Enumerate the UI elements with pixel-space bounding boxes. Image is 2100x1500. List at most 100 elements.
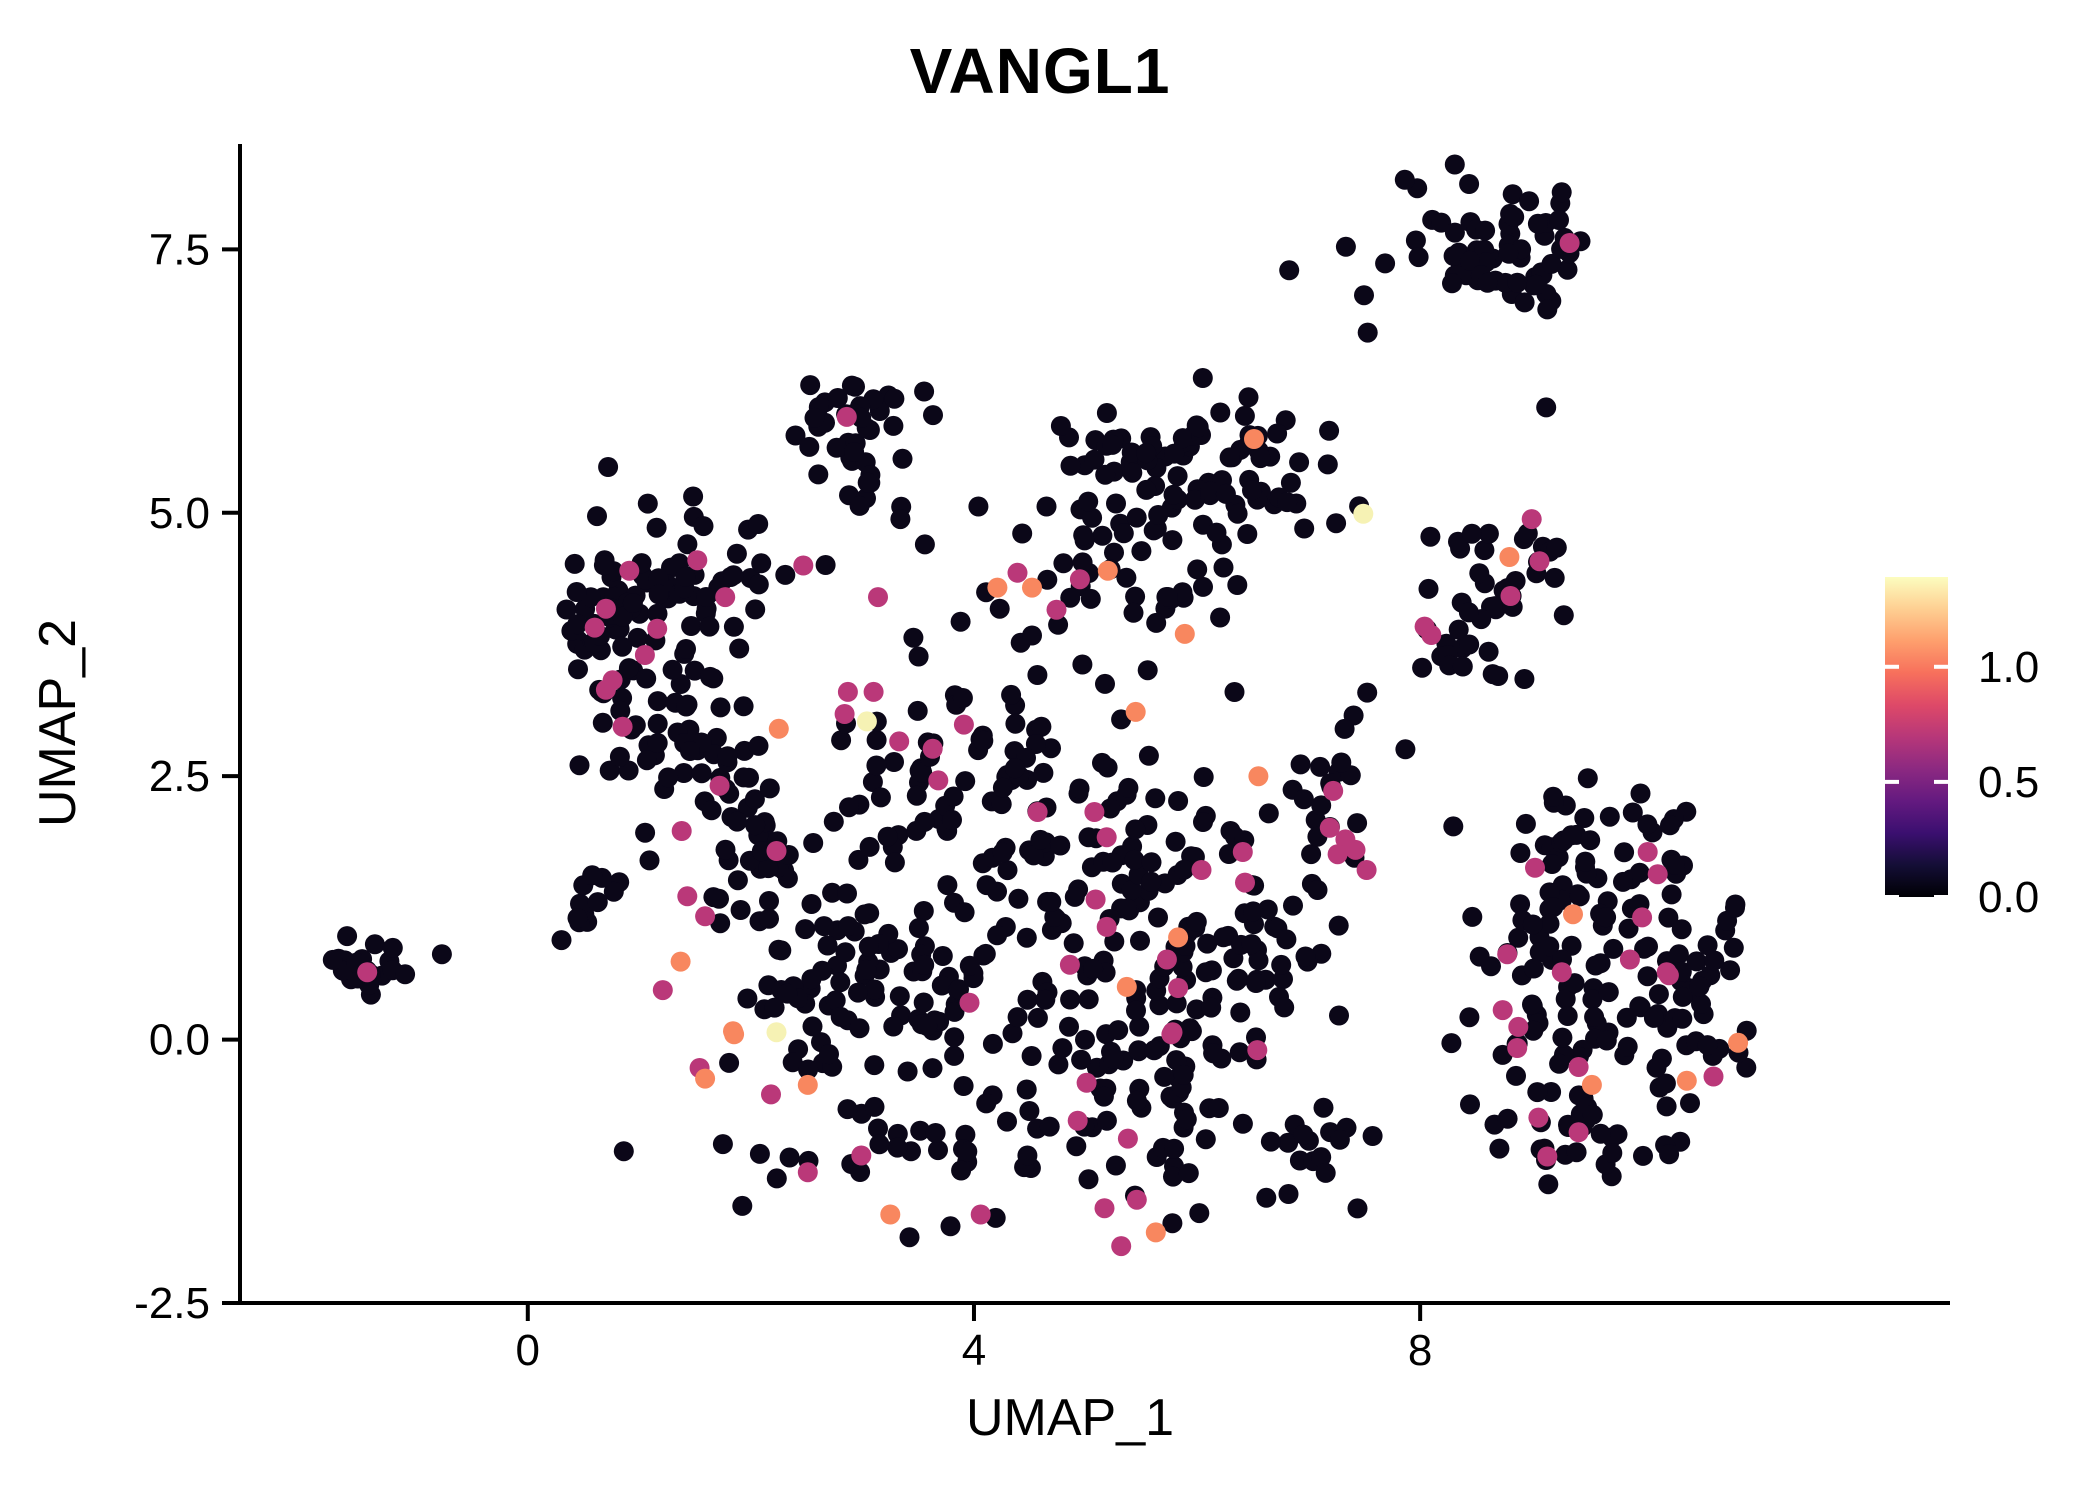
cell-point (1539, 936, 1560, 957)
cell-point (1174, 859, 1195, 880)
cell-point (1585, 955, 1606, 976)
cell-point (1294, 518, 1315, 539)
cell-point (1181, 1021, 1202, 1042)
cell-point (1295, 946, 1316, 967)
cell-point (1566, 1142, 1587, 1163)
cell-point (1655, 1073, 1676, 1094)
cell-point (1557, 1006, 1578, 1026)
cell-point-expressing (851, 1145, 872, 1166)
cell-point (693, 516, 714, 537)
cell-point-expressing (1097, 560, 1118, 581)
cell-point (1201, 997, 1222, 1018)
cell-point (1227, 503, 1248, 524)
cell-point-expressing (1529, 551, 1550, 572)
cell-point (1329, 1129, 1350, 1150)
cell-point (985, 1207, 1006, 1228)
cell-point (609, 746, 630, 767)
cell-point (759, 891, 779, 911)
cell-point (923, 405, 943, 426)
cell-point (1310, 756, 1331, 777)
cell-point (1008, 888, 1029, 909)
cell-point (944, 1001, 965, 1022)
cell-point (1197, 933, 1218, 954)
cell-point (1246, 973, 1266, 993)
cell-point (849, 1018, 870, 1039)
cell-point (647, 713, 668, 734)
cell-point (1658, 907, 1679, 928)
cell-point (1125, 586, 1146, 607)
cell-point (1664, 854, 1685, 875)
cell-point (1522, 994, 1542, 1015)
cell-point (1510, 894, 1531, 915)
cell-point (950, 611, 971, 632)
cell-point (908, 646, 929, 667)
cell-point (1136, 443, 1157, 464)
cell-point (658, 767, 679, 788)
cell-point (1230, 1002, 1251, 1023)
cell-point (1582, 1104, 1603, 1125)
cell-point (775, 564, 796, 585)
cell-point (1143, 520, 1164, 541)
cell-point (1489, 1138, 1510, 1159)
cell-point (727, 870, 748, 891)
cell-point (848, 849, 869, 870)
cell-point-expressing (1581, 1074, 1602, 1095)
cell-point-expressing (766, 841, 787, 861)
cell-point (1128, 1040, 1149, 1061)
cell-point (1238, 387, 1259, 408)
cell-point (1178, 1163, 1199, 1184)
cell-point (1596, 907, 1617, 928)
cell-point-expressing (584, 617, 605, 638)
cell-point (1326, 513, 1347, 534)
cell-point (712, 1134, 733, 1155)
y-tick-label: -2.5 (134, 1279, 210, 1328)
cell-point (1691, 993, 1711, 1014)
cell-point (785, 425, 806, 446)
cell-point (1106, 493, 1126, 514)
cell-point (1213, 557, 1234, 578)
cell-point (1060, 455, 1081, 476)
cell-point-expressing (687, 550, 708, 571)
cell-point (1527, 1082, 1548, 1103)
cell-point (364, 934, 385, 955)
cell-point (1334, 718, 1355, 739)
cell-point-expressing (677, 886, 698, 907)
cell-point-expressing (1525, 857, 1545, 878)
x-tick-label: 0 (516, 1326, 540, 1375)
cell-point (1506, 1065, 1526, 1086)
cell-point (1394, 169, 1415, 190)
cell-point (673, 763, 694, 783)
cell-point (1680, 1093, 1700, 1114)
cell-point (1164, 1138, 1185, 1159)
cell-point (782, 1052, 803, 1073)
cell-point (1697, 935, 1718, 956)
cell-point (1158, 587, 1178, 607)
cell-point (551, 930, 572, 951)
cell-point (779, 1147, 800, 1168)
cell-point (801, 969, 822, 990)
cell-point (1704, 950, 1725, 971)
cell-point (804, 407, 825, 428)
cell-point (914, 381, 935, 402)
cell-point-expressing (1345, 839, 1366, 860)
cell-point (1267, 423, 1288, 444)
cell-point (1395, 739, 1416, 760)
scatter-points-expressing (357, 233, 1749, 1257)
cell-point (1166, 993, 1187, 1014)
cell-point (1104, 542, 1124, 563)
cell-point (1124, 849, 1145, 870)
cell-point (1122, 462, 1143, 483)
cell-point (1602, 1143, 1623, 1163)
cell-point (1093, 1086, 1114, 1107)
cell-point (868, 1118, 888, 1139)
cell-point (748, 574, 769, 595)
cell-point (1167, 466, 1188, 487)
cell-point (1163, 484, 1184, 505)
cell-point-expressing (357, 962, 378, 983)
cell-point (1060, 989, 1081, 1010)
cell-point (1544, 567, 1565, 588)
cell-point (973, 730, 994, 751)
cell-point (1130, 930, 1150, 951)
cell-point-expressing (953, 714, 974, 735)
cell-point (715, 839, 736, 860)
